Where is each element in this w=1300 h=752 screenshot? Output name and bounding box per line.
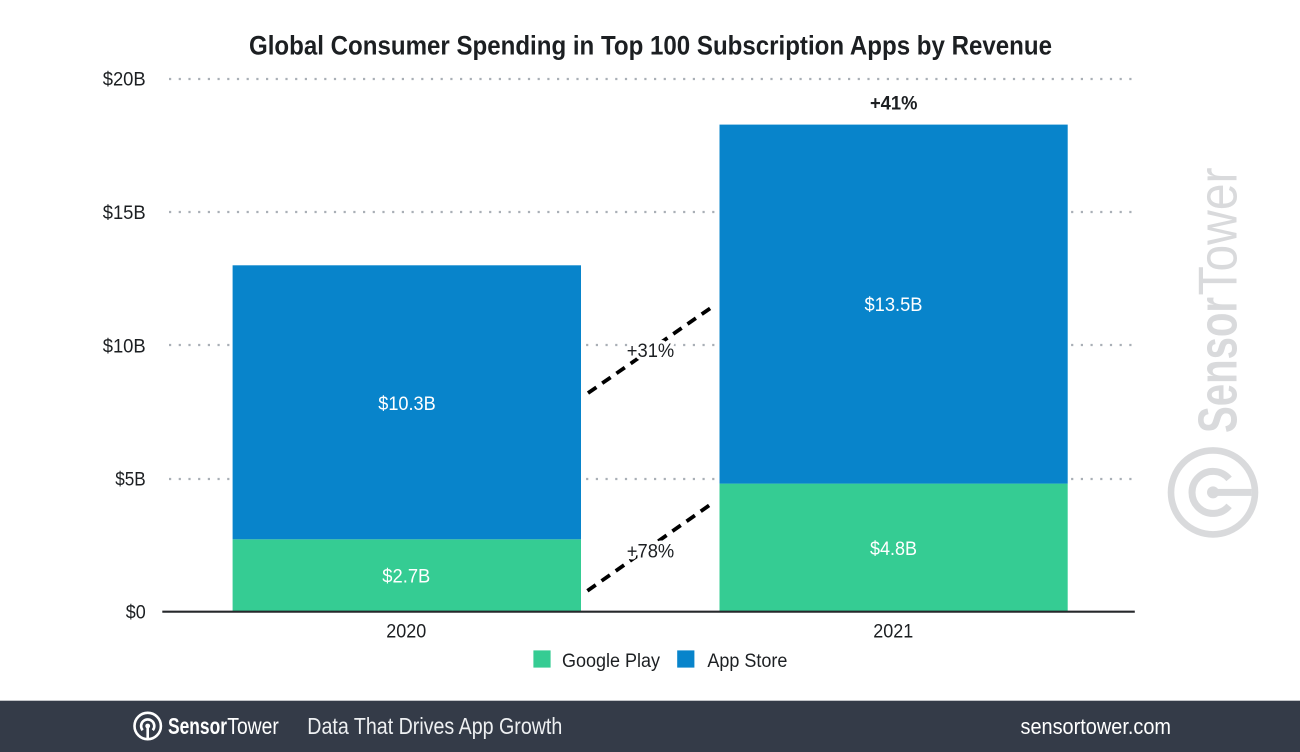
svg-text:$13.5B: $13.5B [865, 295, 923, 316]
svg-text:$15B: $15B [103, 203, 146, 224]
svg-text:$4.8B: $4.8B [870, 539, 917, 560]
svg-text:Sensor: Sensor [1187, 297, 1249, 433]
svg-text:Global Consumer Spending in To: Global Consumer Spending in Top 100 Subs… [249, 31, 1052, 61]
svg-text:Tower: Tower [1187, 168, 1249, 296]
svg-text:Data That Drives App Growth: Data That Drives App Growth [307, 713, 562, 739]
svg-text:2020: 2020 [386, 622, 426, 643]
svg-text:+41%: +41% [870, 93, 918, 114]
svg-text:sensortower.com: sensortower.com [1021, 714, 1172, 739]
svg-text:Google Play: Google Play [562, 651, 660, 672]
svg-text:2021: 2021 [873, 622, 913, 643]
svg-text:$0: $0 [126, 602, 146, 623]
svg-text:Sensor: Sensor [168, 713, 227, 739]
svg-text:+78%: +78% [627, 541, 675, 562]
svg-text:$2.7B: $2.7B [382, 566, 430, 587]
svg-text:$10B: $10B [103, 336, 146, 357]
svg-text:Tower: Tower [227, 713, 279, 739]
svg-text:$5B: $5B [115, 470, 146, 491]
svg-text:+31%: +31% [627, 341, 675, 362]
svg-text:$10.3B: $10.3B [378, 394, 436, 415]
svg-text:$20B: $20B [103, 70, 146, 91]
svg-text:App Store: App Store [707, 651, 787, 672]
